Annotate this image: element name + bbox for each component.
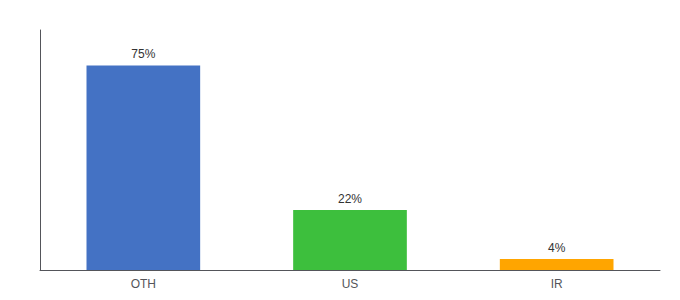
svg-text:US: US <box>342 277 359 291</box>
svg-text:OTH: OTH <box>131 277 156 291</box>
svg-text:4%: 4% <box>548 241 566 255</box>
svg-text:75%: 75% <box>131 47 155 61</box>
svg-text:22%: 22% <box>338 192 362 206</box>
svg-text:IR: IR <box>551 277 563 291</box>
